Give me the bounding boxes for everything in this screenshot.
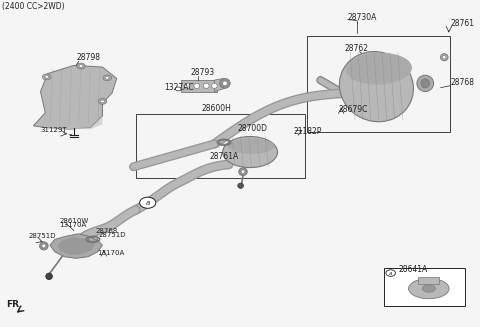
Circle shape (77, 63, 85, 69)
Ellipse shape (339, 52, 413, 122)
Text: 28679C: 28679C (338, 105, 368, 114)
Text: 28730A: 28730A (348, 13, 377, 22)
Text: 28700D: 28700D (238, 124, 267, 133)
Ellipse shape (39, 242, 48, 250)
Ellipse shape (223, 137, 277, 167)
Polygon shape (215, 78, 225, 92)
Text: 28761: 28761 (450, 19, 474, 28)
Ellipse shape (212, 83, 217, 88)
Ellipse shape (417, 75, 433, 92)
Ellipse shape (238, 183, 243, 188)
Text: 28600H: 28600H (202, 104, 232, 112)
Ellipse shape (422, 285, 435, 292)
Ellipse shape (239, 168, 247, 176)
Ellipse shape (204, 83, 209, 88)
Ellipse shape (184, 83, 190, 88)
Ellipse shape (220, 78, 230, 88)
Polygon shape (57, 237, 96, 255)
Circle shape (105, 77, 109, 79)
Polygon shape (181, 80, 217, 92)
Polygon shape (33, 65, 117, 129)
Circle shape (42, 74, 51, 80)
Polygon shape (50, 234, 102, 258)
Text: 28751D: 28751D (98, 232, 126, 238)
Text: 28762: 28762 (345, 44, 369, 53)
Text: 28610W: 28610W (60, 218, 89, 224)
Text: 13170A: 13170A (97, 250, 124, 256)
Bar (384, 268, 465, 306)
Ellipse shape (443, 56, 446, 59)
Circle shape (79, 65, 83, 67)
Ellipse shape (421, 79, 430, 88)
Text: a: a (145, 200, 150, 206)
Text: 31129T: 31129T (40, 127, 67, 133)
Circle shape (140, 197, 156, 208)
Polygon shape (45, 116, 102, 129)
Ellipse shape (194, 83, 200, 88)
Text: 28768: 28768 (96, 229, 118, 234)
Ellipse shape (346, 53, 412, 85)
Text: FR.: FR. (6, 300, 22, 309)
Circle shape (100, 100, 104, 103)
Text: 28751D: 28751D (29, 233, 56, 239)
Circle shape (45, 76, 48, 78)
Text: 28798: 28798 (76, 54, 100, 62)
Text: a: a (389, 270, 392, 276)
Ellipse shape (46, 273, 52, 280)
Ellipse shape (42, 244, 46, 248)
Circle shape (98, 98, 107, 104)
Bar (136, 114, 305, 178)
Text: 21182P: 21182P (293, 127, 322, 136)
Text: 28641A: 28641A (399, 266, 428, 274)
Ellipse shape (441, 54, 448, 61)
Ellipse shape (241, 170, 245, 173)
Bar (419, 277, 439, 284)
Ellipse shape (228, 138, 275, 154)
Ellipse shape (408, 279, 449, 299)
Text: 1327AC: 1327AC (164, 83, 194, 92)
Ellipse shape (223, 81, 227, 86)
Circle shape (103, 75, 111, 81)
Text: (2400 CC>2WD): (2400 CC>2WD) (2, 2, 65, 11)
Bar (307, 36, 450, 132)
Text: 13170A: 13170A (60, 222, 87, 228)
Text: 28793: 28793 (191, 68, 215, 77)
Text: 28768: 28768 (450, 78, 474, 87)
Text: 28761A: 28761A (210, 152, 239, 161)
Circle shape (386, 270, 396, 276)
Circle shape (175, 87, 181, 91)
